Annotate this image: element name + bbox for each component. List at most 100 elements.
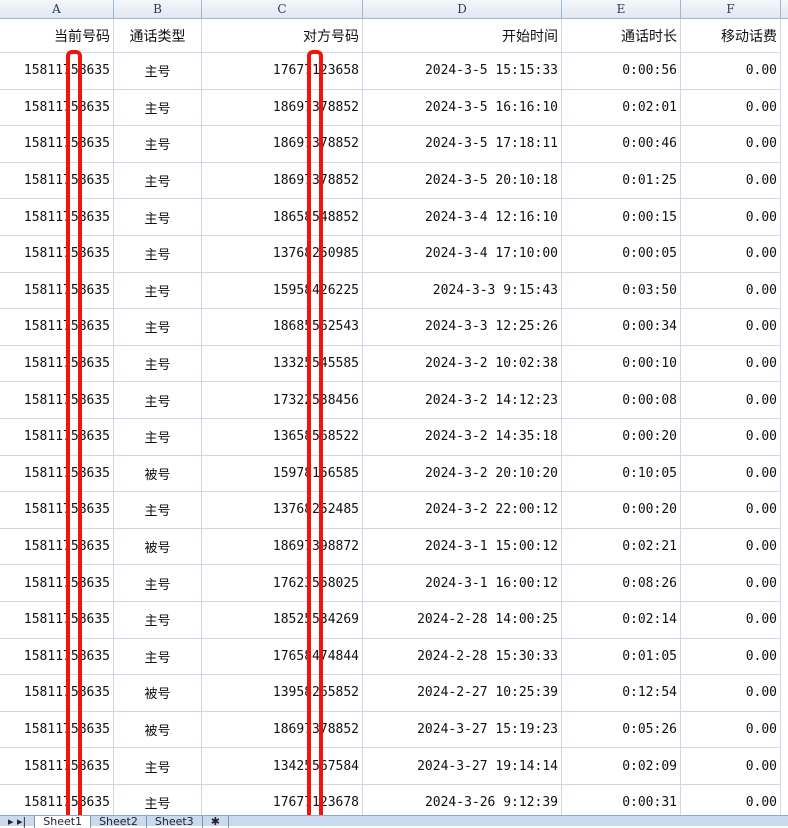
- table-cell[interactable]: 15811758635: [0, 235, 114, 272]
- table-cell[interactable]: 主号: [114, 89, 202, 126]
- table-cell[interactable]: 0:00:46: [562, 126, 681, 162]
- header-cell[interactable]: 通话类型: [114, 19, 202, 52]
- table-cell[interactable]: 0.00: [681, 565, 781, 601]
- table-cell[interactable]: 0.00: [681, 345, 781, 382]
- table-cell[interactable]: 18697378852: [202, 89, 363, 126]
- table-cell[interactable]: 2024-3-2 14:12:23: [363, 382, 562, 418]
- table-cell[interactable]: 2024-3-5 17:18:11: [363, 126, 562, 162]
- table-cell[interactable]: 0:02:01: [562, 89, 681, 126]
- table-cell[interactable]: 0.00: [681, 638, 781, 675]
- table-cell[interactable]: 主号: [114, 601, 202, 638]
- table-cell[interactable]: 主号: [114, 235, 202, 272]
- table-cell[interactable]: 2024-3-27 19:14:14: [363, 748, 562, 784]
- table-cell[interactable]: 2024-3-5 20:10:18: [363, 162, 562, 199]
- table-cell[interactable]: 主号: [114, 748, 202, 784]
- table-cell[interactable]: 0.00: [681, 711, 781, 748]
- table-cell[interactable]: 13768250985: [202, 235, 363, 272]
- table-cell[interactable]: 15811758635: [0, 162, 114, 199]
- table-cell[interactable]: 2024-3-4 12:16:10: [363, 199, 562, 235]
- table-cell[interactable]: 0.00: [681, 53, 781, 89]
- table-cell[interactable]: 0:10:05: [562, 455, 681, 492]
- column-header-a[interactable]: A: [0, 0, 114, 18]
- table-cell[interactable]: 2024-3-2 14:35:18: [363, 418, 562, 455]
- table-cell[interactable]: 主号: [114, 199, 202, 235]
- table-cell[interactable]: 被号: [114, 528, 202, 565]
- table-cell[interactable]: 0:12:54: [562, 675, 681, 711]
- table-cell[interactable]: 2024-3-1 16:00:12: [363, 565, 562, 601]
- table-cell[interactable]: 0.00: [681, 528, 781, 565]
- table-cell[interactable]: 13768252485: [202, 492, 363, 528]
- table-cell[interactable]: 17623558025: [202, 565, 363, 601]
- table-cell[interactable]: 0:00:05: [562, 235, 681, 272]
- column-header-b[interactable]: B: [114, 0, 202, 18]
- table-cell[interactable]: 18697378852: [202, 126, 363, 162]
- table-cell[interactable]: 15811758635: [0, 418, 114, 455]
- table-cell[interactable]: 0.00: [681, 235, 781, 272]
- table-cell[interactable]: 13658568522: [202, 418, 363, 455]
- table-cell[interactable]: 主号: [114, 565, 202, 601]
- table-cell[interactable]: 2024-2-27 10:25:39: [363, 675, 562, 711]
- table-cell[interactable]: 15811758635: [0, 528, 114, 565]
- table-cell[interactable]: 2024-3-3 12:25:26: [363, 309, 562, 345]
- table-cell[interactable]: 2024-3-4 17:10:00: [363, 235, 562, 272]
- tab-scroll-nav-icon[interactable]: ▸ ▸|: [0, 816, 36, 828]
- table-cell[interactable]: 0.00: [681, 126, 781, 162]
- table-cell[interactable]: 18697378852: [202, 162, 363, 199]
- table-cell[interactable]: 0:00:34: [562, 309, 681, 345]
- insert-sheet-icon[interactable]: ✱: [203, 816, 229, 828]
- column-header-d[interactable]: D: [363, 0, 562, 18]
- table-cell[interactable]: 18697378852: [202, 711, 363, 748]
- table-cell[interactable]: 2024-2-28 14:00:25: [363, 601, 562, 638]
- table-cell[interactable]: 15811758635: [0, 784, 114, 815]
- table-cell[interactable]: 0.00: [681, 89, 781, 126]
- header-cell[interactable]: 对方号码: [202, 19, 363, 52]
- table-cell[interactable]: 0.00: [681, 309, 781, 345]
- table-cell[interactable]: 2024-2-28 15:30:33: [363, 638, 562, 675]
- header-cell[interactable]: 通话时长: [562, 19, 681, 52]
- table-cell[interactable]: 15811758635: [0, 711, 114, 748]
- column-header-f[interactable]: F: [681, 0, 781, 18]
- table-cell[interactable]: 15811758635: [0, 638, 114, 675]
- table-cell[interactable]: 0:05:26: [562, 711, 681, 748]
- table-cell[interactable]: 0:03:50: [562, 272, 681, 309]
- table-cell[interactable]: 主号: [114, 492, 202, 528]
- table-cell[interactable]: 2024-3-3 9:15:43: [363, 272, 562, 309]
- table-cell[interactable]: 0:00:31: [562, 784, 681, 815]
- table-cell[interactable]: 0.00: [681, 382, 781, 418]
- table-cell[interactable]: 0:01:25: [562, 162, 681, 199]
- table-cell[interactable]: 0:01:05: [562, 638, 681, 675]
- table-cell[interactable]: 18658548852: [202, 199, 363, 235]
- table-cell[interactable]: 主号: [114, 382, 202, 418]
- table-cell[interactable]: 2024-3-5 15:15:33: [363, 53, 562, 89]
- table-cell[interactable]: 主号: [114, 126, 202, 162]
- table-cell[interactable]: 13325545585: [202, 345, 363, 382]
- table-cell[interactable]: 0:02:14: [562, 601, 681, 638]
- table-cell[interactable]: 被号: [114, 455, 202, 492]
- table-cell[interactable]: 2024-3-27 15:19:23: [363, 711, 562, 748]
- table-cell[interactable]: 0:02:09: [562, 748, 681, 784]
- sheet-tab-sheet1[interactable]: Sheet1: [35, 816, 92, 828]
- table-cell[interactable]: 15978156585: [202, 455, 363, 492]
- table-cell[interactable]: 2024-3-2 20:10:20: [363, 455, 562, 492]
- table-cell[interactable]: 0:02:21: [562, 528, 681, 565]
- table-cell[interactable]: 主号: [114, 272, 202, 309]
- header-cell[interactable]: 开始时间: [363, 19, 562, 52]
- table-cell[interactable]: 0.00: [681, 675, 781, 711]
- table-cell[interactable]: 18697398872: [202, 528, 363, 565]
- table-cell[interactable]: 15811758635: [0, 675, 114, 711]
- table-cell[interactable]: 0.00: [681, 748, 781, 784]
- sheet-tab-sheet3[interactable]: Sheet3: [147, 816, 203, 828]
- header-cell[interactable]: 移动话费: [681, 19, 781, 52]
- table-cell[interactable]: 0.00: [681, 199, 781, 235]
- table-cell[interactable]: 0:00:56: [562, 53, 681, 89]
- table-cell[interactable]: 0:00:20: [562, 418, 681, 455]
- table-cell[interactable]: 0.00: [681, 418, 781, 455]
- table-cell[interactable]: 15811758635: [0, 601, 114, 638]
- table-cell[interactable]: 18525534269: [202, 601, 363, 638]
- table-cell[interactable]: 主号: [114, 162, 202, 199]
- table-cell[interactable]: 13958265852: [202, 675, 363, 711]
- table-cell[interactable]: 15811758635: [0, 382, 114, 418]
- table-cell[interactable]: 主号: [114, 309, 202, 345]
- table-cell[interactable]: 主号: [114, 345, 202, 382]
- table-cell[interactable]: 0.00: [681, 492, 781, 528]
